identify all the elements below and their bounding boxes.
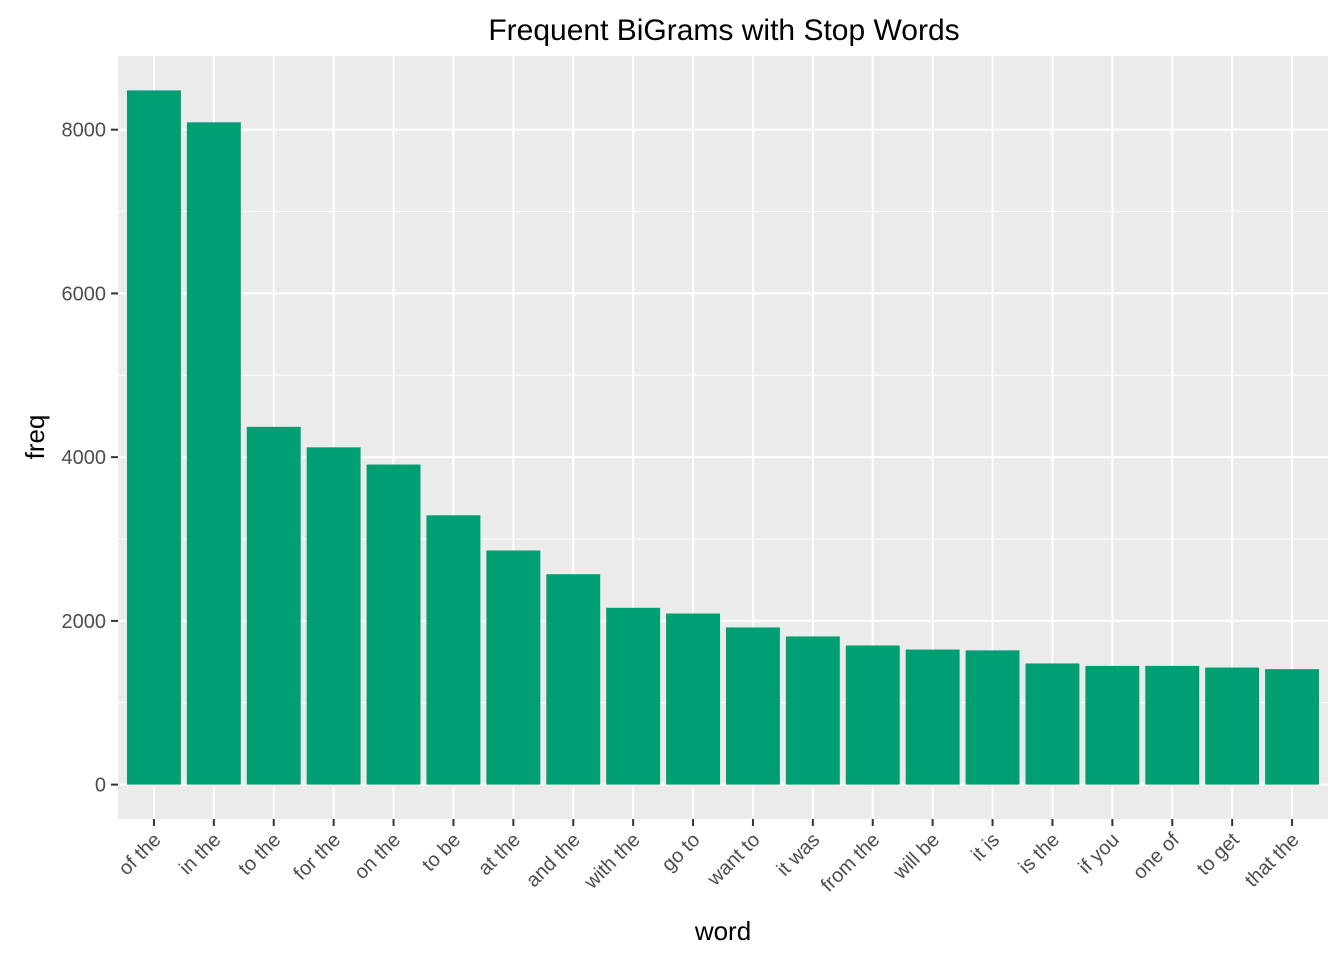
- x-tick-label: it was: [773, 829, 825, 881]
- y-axis: 0 2000 4000 6000 8000: [62, 120, 118, 797]
- y-tick-label: 8000: [62, 120, 107, 142]
- chart-title: Frequent BiGrams with Stop Words: [488, 14, 959, 47]
- x-tick-label: to the: [234, 829, 285, 880]
- x-tick-label: it is: [967, 829, 1004, 866]
- bar: [666, 613, 721, 785]
- bar: [845, 645, 900, 785]
- y-tick-label: 4000: [62, 447, 107, 469]
- x-tick-label: if you: [1075, 829, 1124, 878]
- x-tick-label: on the: [350, 829, 405, 884]
- x-tick-label: with the: [580, 829, 645, 894]
- y-tick-label: 2000: [62, 611, 107, 633]
- bar: [1025, 663, 1080, 785]
- bar: [1205, 667, 1260, 785]
- x-tick-label: go to: [658, 829, 705, 876]
- bar: [785, 636, 840, 785]
- bar: [1145, 665, 1200, 785]
- x-tick-label: from the: [817, 829, 884, 896]
- bar: [965, 650, 1020, 785]
- bar: [1265, 669, 1320, 785]
- x-tick-label: at the: [474, 829, 525, 880]
- x-tick-label: in the: [175, 829, 225, 879]
- bar: [1085, 665, 1140, 785]
- x-tick-label: of the: [115, 829, 166, 880]
- x-axis-title: word: [694, 916, 751, 946]
- x-tick-label: to be: [418, 829, 465, 876]
- bar: [126, 90, 181, 785]
- x-tick-label: that the: [1241, 829, 1304, 892]
- x-tick-label: will be: [889, 829, 945, 885]
- y-tick-label: 0: [95, 775, 106, 797]
- x-tick-label: is the: [1015, 829, 1064, 878]
- x-tick-label: one of: [1129, 829, 1184, 884]
- x-tick-label: to get: [1193, 829, 1244, 880]
- bar: [426, 515, 481, 785]
- bar: [905, 649, 960, 785]
- x-tick-label: want to: [703, 829, 765, 891]
- x-axis: of the in the to the for the on the to be at t…: [115, 819, 1304, 896]
- bar: [725, 627, 780, 785]
- bar: [546, 574, 601, 785]
- bar: [186, 122, 241, 785]
- y-tick-label: 6000: [62, 283, 107, 305]
- bar: [486, 550, 541, 785]
- x-tick-label: and the: [522, 829, 585, 892]
- bar: [306, 447, 361, 785]
- bar: [246, 426, 301, 785]
- bar: [366, 464, 421, 785]
- bar: [606, 607, 661, 785]
- bars: [126, 90, 1320, 785]
- y-axis-title: freq: [20, 415, 50, 460]
- x-tick-label: for the: [290, 829, 346, 885]
